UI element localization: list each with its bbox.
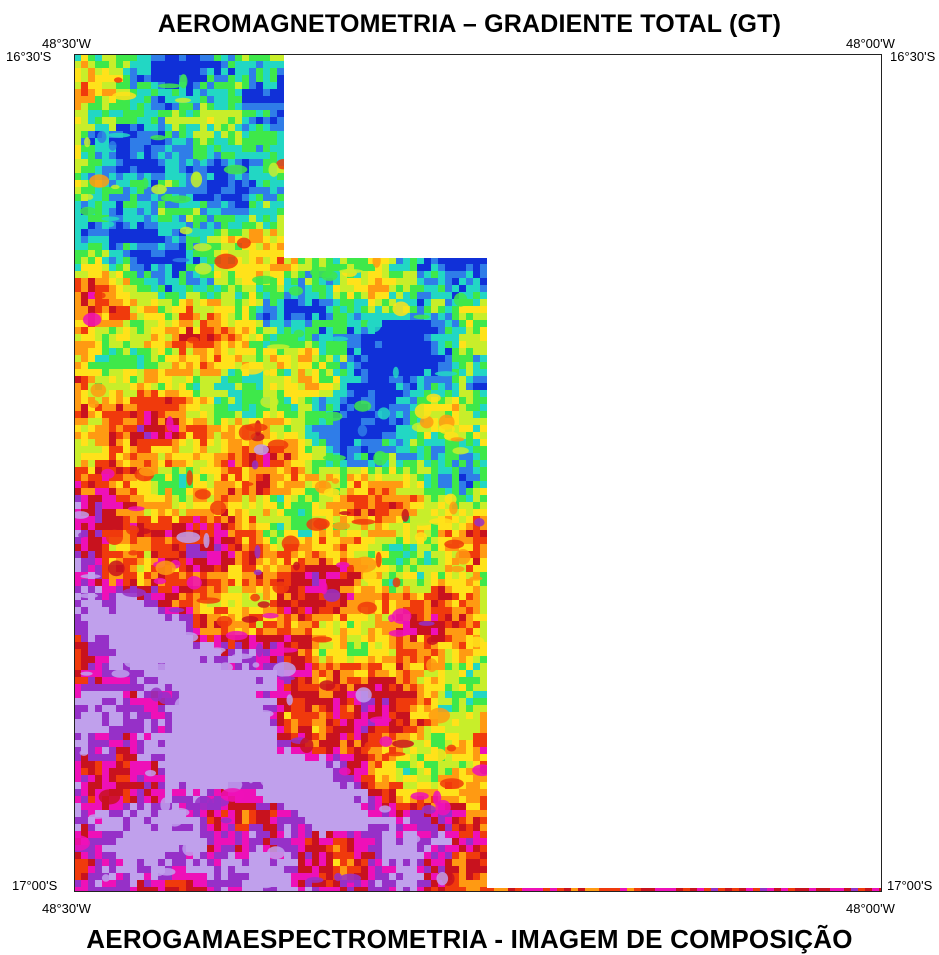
total-gradient-map xyxy=(74,54,882,892)
bottom-right-longitude-label: 48°00'W xyxy=(846,901,895,916)
top-right-longitude-label: 48°00'W xyxy=(846,36,895,51)
bottom-left-latitude-label: 17°00'S xyxy=(12,878,58,893)
top-right-latitude-label: 16°30'S xyxy=(890,50,936,64)
top-left-longitude-label: 48°30'W xyxy=(42,36,91,51)
map-title: AEROMAGNETOMETRIA – GRADIENTE TOTAL (GT) xyxy=(157,10,782,38)
bottom-right-latitude-label: 17°00'S xyxy=(887,879,933,893)
bottom-left-longitude-label: 48°30'W xyxy=(42,901,91,916)
top-left-latitude-label: 16°30'S xyxy=(6,49,52,64)
map-frame xyxy=(74,54,882,892)
magnetic-gradient-raster xyxy=(74,54,882,892)
next-map-title: AEROGAMAESPECTROMETRIA - IMAGEM DE COMPO… xyxy=(86,924,853,954)
